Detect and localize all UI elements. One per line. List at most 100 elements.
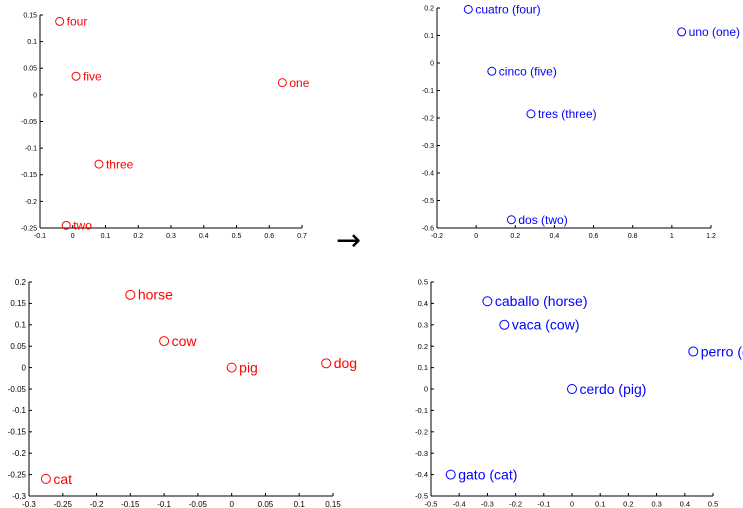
data-point-label: one: [289, 76, 309, 90]
x-tick-label: 0: [229, 500, 234, 508]
data-point-label: three: [106, 157, 134, 171]
data-point: [125, 289, 136, 300]
data-point: [55, 16, 65, 26]
x-tick-label: 0.2: [133, 233, 143, 240]
x-tick-label: -0.3: [22, 500, 36, 508]
y-tick-label: -0.4: [415, 470, 428, 479]
x-tick-label: 0.5: [232, 233, 242, 240]
y-tick-label: -0.05: [21, 119, 37, 126]
data-point: [526, 109, 536, 119]
x-tick-label: 0.1: [294, 500, 306, 508]
x-tick-label: 0.2: [623, 500, 633, 508]
x-tick-label: 0: [474, 233, 478, 240]
x-tick-label: -0.05: [189, 500, 208, 508]
mapping-arrow-icon: →: [336, 223, 362, 258]
y-tick-label: -0.1: [25, 146, 37, 153]
x-tick-label: -0.2: [90, 500, 104, 508]
data-point: [159, 336, 170, 347]
data-point-label: two: [73, 219, 92, 233]
data-point-label: cerdo (pig): [580, 381, 647, 397]
x-tick-label: -0.1: [157, 500, 171, 508]
data-point: [61, 220, 71, 230]
y-tick-label: -0.3: [12, 492, 26, 501]
y-tick-label: 0.1: [15, 321, 27, 330]
data-point-label: cow: [172, 333, 198, 349]
x-tick-label: -0.15: [121, 500, 140, 508]
data-point-label: cinco (five): [499, 64, 557, 78]
data-point-label: cuatro (four): [475, 3, 540, 17]
y-tick-label: -0.1: [422, 88, 434, 95]
data-point-label: dos (two): [518, 213, 567, 227]
x-tick-label: 0.4: [199, 233, 209, 240]
data-point-label: horse: [138, 287, 173, 303]
chart-bottom-left: -0.3 -0.25 -0.2 -0.15 -0.1 -0.05 0 0.05 0.1 0.15 -…: [8, 278, 357, 508]
data-point-label: dog: [334, 355, 357, 371]
y-tick-label: -0.6: [422, 225, 434, 232]
x-tick-label: -0.25: [54, 500, 73, 508]
y-tick-label: -0.1: [12, 406, 26, 415]
y-tick-label: -0.15: [8, 428, 27, 437]
y-tick-label: -0.3: [422, 143, 434, 150]
y-tick-label: 0.1: [418, 363, 428, 372]
data-point: [445, 469, 456, 480]
y-tick-label: -0.2: [422, 115, 434, 122]
y-tick-label: 0.3: [418, 320, 428, 329]
x-tick-label: 0.6: [264, 233, 274, 240]
y-tick-label: 0: [22, 363, 27, 372]
y-tick-label: -0.2: [25, 199, 37, 206]
x-tick-label: 1: [670, 233, 674, 240]
y-tick-label: -0.4: [422, 170, 434, 177]
x-tick-label: 0.5: [708, 500, 718, 508]
x-tick-label: 0: [71, 233, 75, 240]
data-point-label: tres (three): [538, 107, 597, 121]
data-point: [482, 296, 493, 307]
y-tick-label: 0.5: [418, 278, 428, 287]
data-point: [506, 215, 516, 225]
y-tick-label: -0.15: [21, 172, 37, 179]
data-point-label: four: [67, 15, 88, 29]
x-tick-label: -0.2: [431, 233, 443, 240]
data-point-label: perro (dog): [701, 343, 743, 359]
data-point: [321, 358, 332, 369]
x-tick-label: 0.6: [589, 233, 599, 240]
y-tick-label: -0.05: [8, 385, 27, 394]
y-tick-label: -0.2: [415, 427, 428, 436]
data-point-label: caballo (horse): [495, 293, 588, 309]
y-tick-label: -0.5: [422, 198, 434, 205]
y-tick-label: -0.1: [415, 406, 428, 415]
chart-top-right: -0.2 0 0.2 0.4 0.6 0.8 1 1.2 -0.6 -0.5 -0.4 -0.3 -0.…: [422, 3, 740, 240]
data-point-label: gato (cat): [458, 467, 517, 483]
data-point: [277, 78, 287, 88]
data-point: [71, 71, 81, 81]
chart-top-left: -0.1 0 0.1 0.2 0.3 0.4 0.5 0.6 0.7 -0.25 -0.2 -0.15…: [21, 12, 310, 240]
x-tick-label: -0.5: [425, 500, 438, 508]
data-point: [688, 346, 699, 357]
data-point-label: uno (one): [689, 25, 740, 39]
x-tick-label: -0.1: [34, 233, 46, 240]
x-tick-label: 0.15: [325, 500, 341, 508]
x-tick-label: 1.2: [706, 233, 716, 240]
y-tick-label: -0.3: [415, 449, 428, 458]
y-tick-label: 0.2: [15, 278, 27, 287]
chart-bottom-right: -0.5 -0.4 -0.3 -0.2 -0.1 0 0.1 0.2 0.3 0.4 0.5 -0.5…: [415, 278, 743, 508]
x-tick-label: 0.1: [595, 500, 605, 508]
y-tick-label: -0.2: [12, 449, 26, 458]
y-tick-label: 0.2: [418, 342, 428, 351]
data-point-label: cat: [53, 471, 72, 487]
x-tick-label: 0: [570, 500, 574, 508]
y-tick-label: 0.05: [23, 66, 37, 73]
y-tick-label: 0: [424, 385, 428, 394]
x-tick-label: 0.05: [258, 500, 274, 508]
x-tick-label: -0.1: [537, 500, 550, 508]
data-point-label: five: [83, 69, 102, 83]
x-tick-label: -0.2: [509, 500, 522, 508]
x-tick-label: 0.4: [680, 500, 690, 508]
data-point-label: pig: [239, 360, 258, 376]
y-tick-label: 0.15: [23, 12, 37, 19]
x-tick-label: 0.3: [166, 233, 176, 240]
y-tick-label: 0: [33, 92, 37, 99]
y-tick-label: 0.15: [10, 299, 26, 308]
data-point: [677, 27, 687, 37]
